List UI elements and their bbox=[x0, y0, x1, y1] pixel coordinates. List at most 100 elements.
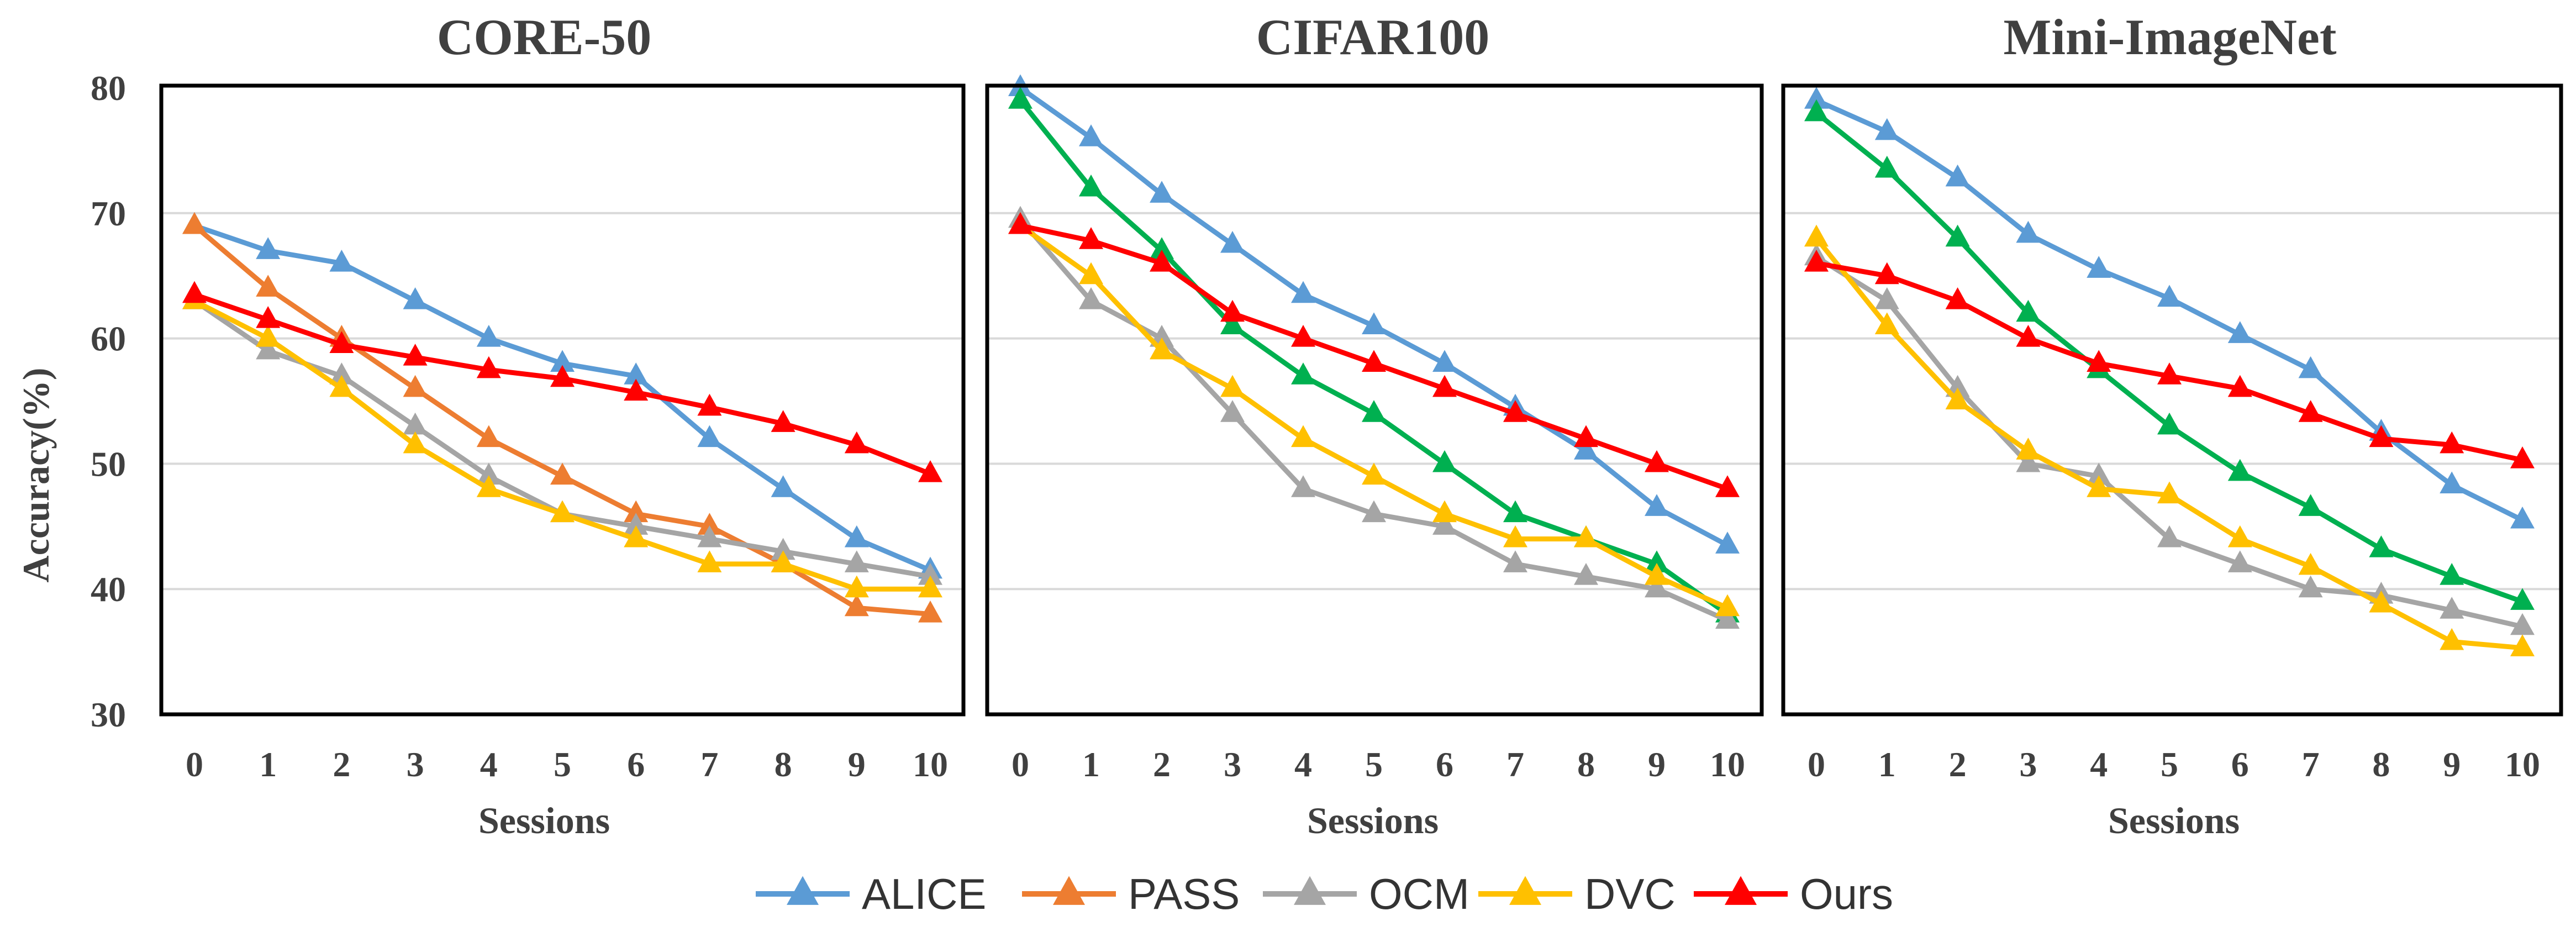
x-tick-label: 5 bbox=[554, 745, 571, 784]
series-ours bbox=[1008, 212, 1740, 497]
data-point bbox=[1079, 262, 1103, 285]
data-point bbox=[256, 306, 281, 328]
data-point bbox=[1715, 531, 1740, 554]
legend-item-ocm: OCM bbox=[1263, 870, 1469, 918]
data-point bbox=[329, 362, 354, 385]
data-point bbox=[1291, 475, 1315, 497]
data-point bbox=[624, 378, 649, 401]
data-point bbox=[1945, 287, 1970, 309]
x-tick-label: 3 bbox=[407, 745, 424, 784]
legend-marker bbox=[1294, 876, 1326, 905]
plot-frame bbox=[1781, 83, 2563, 717]
data-point bbox=[1574, 525, 1598, 548]
data-point bbox=[2227, 525, 2252, 548]
x-tick-label: 9 bbox=[1648, 745, 1666, 784]
series-dvc bbox=[1804, 224, 2535, 656]
legend-marker bbox=[1509, 876, 1541, 905]
data-point bbox=[550, 365, 575, 387]
series-dvc bbox=[1008, 212, 1740, 617]
data-point bbox=[182, 212, 207, 234]
data-point bbox=[329, 331, 354, 353]
data-point bbox=[2016, 438, 2041, 460]
x-tick-label: 10 bbox=[913, 745, 948, 784]
data-point bbox=[2087, 475, 2111, 497]
x-tick-label: 1 bbox=[1082, 745, 1100, 784]
data-point bbox=[476, 425, 501, 448]
data-point bbox=[2440, 597, 2464, 619]
legend-label: Ours bbox=[1800, 870, 1893, 918]
data-point bbox=[1150, 237, 1174, 259]
data-point bbox=[1432, 450, 1457, 472]
legend-item-ours: Ours bbox=[1694, 870, 1893, 918]
data-point bbox=[1715, 607, 1740, 629]
data-point bbox=[2157, 412, 2182, 435]
data-point bbox=[1804, 87, 1829, 109]
data-point bbox=[2016, 450, 2041, 472]
data-point bbox=[256, 237, 281, 259]
panel-title: Mini-ImageNet bbox=[2004, 9, 2337, 65]
data-point bbox=[1079, 287, 1103, 309]
plot-frame bbox=[159, 83, 966, 717]
data-point bbox=[2298, 400, 2323, 422]
data-point bbox=[697, 525, 722, 548]
x-tick-label: 0 bbox=[186, 745, 203, 784]
data-point bbox=[1874, 287, 1899, 309]
data-point bbox=[2298, 356, 2323, 378]
panel-cifar100: CIFAR100 Sessions 0 1 2 3 4 5 6 7 8 9 10 bbox=[985, 9, 1764, 841]
series-unlabeled bbox=[1804, 99, 2535, 610]
data-point bbox=[1574, 438, 1598, 460]
data-point bbox=[918, 562, 942, 585]
x-tick-label: 9 bbox=[848, 745, 866, 784]
data-point bbox=[1362, 500, 1386, 523]
data-point bbox=[403, 344, 428, 366]
y-axis-label: Accuracy(%) bbox=[15, 368, 57, 583]
series-group bbox=[182, 212, 942, 623]
data-point bbox=[403, 375, 428, 397]
y-tick-label: 60 bbox=[91, 319, 126, 359]
series-dvc bbox=[182, 287, 942, 598]
data-point bbox=[1503, 500, 1527, 523]
x-tick-label: 6 bbox=[1436, 745, 1453, 784]
series-line bbox=[193, 298, 930, 592]
data-point bbox=[697, 425, 722, 448]
data-point bbox=[2510, 446, 2535, 468]
x-tick-label: 6 bbox=[627, 745, 645, 784]
x-tick-label: 5 bbox=[1365, 745, 1383, 784]
data-point bbox=[1645, 550, 1669, 572]
data-point bbox=[771, 550, 796, 572]
legend-label: DVC bbox=[1584, 870, 1676, 918]
data-point bbox=[329, 375, 354, 397]
x-tick-label: 6 bbox=[2231, 745, 2249, 784]
legend: ALICE PASS OCM DVC Ours bbox=[756, 870, 1893, 918]
data-point bbox=[1645, 450, 1669, 472]
data-point bbox=[918, 601, 942, 623]
data-point bbox=[1432, 350, 1457, 372]
series-alice bbox=[1804, 87, 2535, 529]
x-ticks: 0 1 2 3 4 5 6 7 8 9 10 bbox=[1012, 745, 1745, 784]
data-point bbox=[1150, 181, 1174, 203]
data-point bbox=[2016, 325, 2041, 347]
data-point bbox=[2440, 431, 2464, 454]
data-point bbox=[697, 550, 722, 572]
data-point bbox=[2369, 425, 2394, 448]
data-point bbox=[771, 410, 796, 432]
data-point bbox=[697, 513, 722, 535]
data-point bbox=[1362, 400, 1386, 422]
data-point bbox=[256, 275, 281, 297]
data-point bbox=[1645, 494, 1669, 516]
data-point bbox=[844, 431, 869, 454]
data-point bbox=[550, 500, 575, 523]
data-point bbox=[771, 475, 796, 497]
x-tick-label: 7 bbox=[1506, 745, 1524, 784]
x-tick-label: 8 bbox=[1577, 745, 1595, 784]
data-point bbox=[2369, 590, 2394, 613]
series-line bbox=[1815, 98, 2524, 523]
data-point bbox=[2016, 220, 2041, 243]
y-ticks: 30 40 50 60 70 80 bbox=[91, 69, 126, 734]
x-tick-label: 8 bbox=[775, 745, 792, 784]
x-axis-label: Sessions bbox=[2108, 799, 2240, 841]
data-point bbox=[697, 393, 722, 416]
data-point bbox=[1503, 400, 1527, 422]
data-point bbox=[2157, 285, 2182, 307]
